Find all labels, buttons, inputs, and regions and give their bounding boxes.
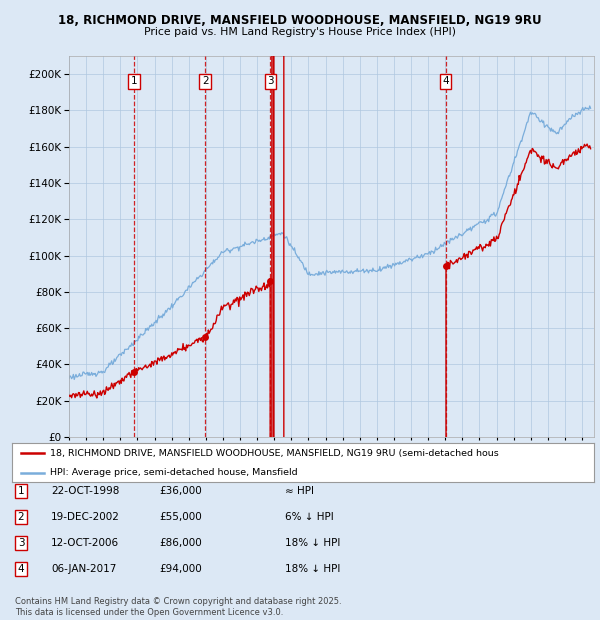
- Text: 1: 1: [17, 486, 25, 496]
- Text: 6% ↓ HPI: 6% ↓ HPI: [285, 512, 334, 522]
- Text: £94,000: £94,000: [159, 564, 202, 574]
- Text: ≈ HPI: ≈ HPI: [285, 486, 314, 496]
- Text: 4: 4: [17, 564, 25, 574]
- Text: Price paid vs. HM Land Registry's House Price Index (HPI): Price paid vs. HM Land Registry's House …: [144, 27, 456, 37]
- Text: 18, RICHMOND DRIVE, MANSFIELD WOODHOUSE, MANSFIELD, NG19 9RU (semi-detached hous: 18, RICHMOND DRIVE, MANSFIELD WOODHOUSE,…: [50, 448, 499, 458]
- Text: HPI: Average price, semi-detached house, Mansfield: HPI: Average price, semi-detached house,…: [50, 468, 298, 477]
- Text: Contains HM Land Registry data © Crown copyright and database right 2025.
This d: Contains HM Land Registry data © Crown c…: [15, 598, 341, 617]
- Text: 3: 3: [267, 76, 274, 86]
- Text: £86,000: £86,000: [159, 538, 202, 548]
- Text: £55,000: £55,000: [159, 512, 202, 522]
- Text: 4: 4: [442, 76, 449, 86]
- Text: 2: 2: [17, 512, 25, 522]
- Text: 18% ↓ HPI: 18% ↓ HPI: [285, 564, 340, 574]
- Text: 3: 3: [17, 538, 25, 548]
- Text: £36,000: £36,000: [159, 486, 202, 496]
- Text: 06-JAN-2017: 06-JAN-2017: [51, 564, 116, 574]
- Text: 18, RICHMOND DRIVE, MANSFIELD WOODHOUSE, MANSFIELD, NG19 9RU: 18, RICHMOND DRIVE, MANSFIELD WOODHOUSE,…: [58, 14, 542, 27]
- Text: 18% ↓ HPI: 18% ↓ HPI: [285, 538, 340, 548]
- Text: 22-OCT-1998: 22-OCT-1998: [51, 486, 119, 496]
- Text: 19-DEC-2002: 19-DEC-2002: [51, 512, 120, 522]
- Text: 2: 2: [202, 76, 208, 86]
- Text: 1: 1: [131, 76, 137, 86]
- Text: 12-OCT-2006: 12-OCT-2006: [51, 538, 119, 548]
